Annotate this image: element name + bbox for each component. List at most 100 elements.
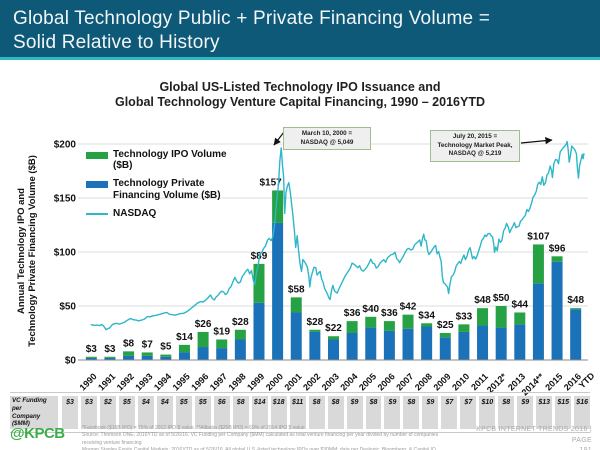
footnote-line1: *Facebook ($16B IPO) = 75% of 2012 IPO $… [82, 425, 305, 431]
bar-total-label-2013: $44 [511, 299, 528, 310]
vc-funding-cell-11: $18 [270, 396, 287, 429]
bar-ipo-2011 [477, 308, 489, 326]
x-tick-2003: 2003 [320, 371, 341, 392]
bar-ipo-1991 [104, 356, 116, 358]
vc-funding-row-label: VC Funding per Company ($MM) [10, 396, 58, 429]
vc-funding-cell-1: $3 [80, 396, 97, 429]
x-tick-1990: 1990 [77, 371, 98, 392]
bar-total-label-2002: $28 [307, 317, 324, 328]
bar-private-2012* [495, 327, 507, 360]
bar-ipo-2010 [458, 324, 470, 332]
bar-private-2009 [439, 337, 451, 360]
vc-funding-cell-20: $7 [441, 396, 458, 429]
legend-label-nasdaq: NASDAQ [113, 207, 157, 219]
nasdaq-line [90, 140, 585, 331]
y-axis-title-line1: Annual Technology IPO and [16, 188, 27, 314]
footnotes: *Facebook ($16B IPO) = 75% of 2012 IPO $… [82, 425, 454, 450]
bar-total-label-1993: $7 [142, 339, 154, 350]
bar-private-1990 [85, 357, 97, 360]
slide-footer: @KPCB *Facebook ($16B IPO) = 75% of 2012… [10, 425, 592, 450]
vc-funding-cell-15: $9 [346, 396, 363, 429]
vc-funding-cell-23: $8 [498, 396, 515, 429]
bar-private-2008 [421, 326, 433, 360]
bar-total-label-1998: $28 [232, 317, 249, 328]
bar-private-2002 [309, 331, 321, 360]
bar-private-1996 [197, 347, 209, 360]
bar-total-label-2008: $34 [418, 310, 435, 321]
vc-funding-cell-27: $16 [574, 396, 591, 429]
bar-total-label-2005: $40 [362, 304, 379, 315]
slide-title-line1: Global Technology Public + Private Finan… [13, 8, 491, 29]
bar-ipo-2005 [365, 316, 377, 328]
x-tick-1991: 1991 [96, 371, 117, 392]
bar-ipo-2007 [402, 314, 414, 329]
vc-funding-cell-6: $5 [175, 396, 192, 429]
annotation-2015-peak: July 20, 2015 = Technology Market Peak, … [430, 130, 520, 162]
annotation-arrow-2000 [273, 131, 285, 146]
bar-ipo-1995 [178, 344, 190, 353]
chart-title-line1: Global US-Listed Technology IPO Issuance… [159, 80, 441, 94]
bar-ipo-2012* [495, 306, 507, 328]
bar-ipo-2006 [383, 321, 395, 331]
bar-total-label-2001: $58 [288, 284, 305, 295]
vc-funding-cell-13: $8 [308, 396, 325, 429]
bar-ipo-1993 [141, 352, 153, 356]
bar-total-label-1997: $19 [213, 326, 230, 337]
bar-ipo-2014** [532, 244, 544, 284]
annotation-2000-peak: March 10, 2000 = NASDAQ @ 5,049 [283, 127, 371, 150]
vc-funding-cell-4: $4 [137, 396, 154, 429]
bar-total-label-2012*: $50 [493, 293, 510, 304]
x-tick-2015: 2015 [543, 371, 564, 392]
vc-funding-cell-9: $8 [232, 396, 249, 429]
bar-total-label-2011: $48 [474, 295, 491, 306]
bar-total-label-1996: $26 [195, 319, 212, 330]
vc-funding-cell-10: $14 [251, 396, 268, 429]
vc-funding-cell-5: $4 [156, 396, 173, 429]
vc-funding-cell-16: $8 [365, 396, 382, 429]
x-tick-2001: 2001 [282, 371, 303, 392]
bar-ipo-2015 [551, 256, 563, 262]
green-bar-swatch-icon [86, 152, 108, 159]
x-tick-2002: 2002 [301, 371, 322, 392]
annotation-2015-line1: July 20, 2015 = [452, 133, 498, 140]
bar-total-label-2010: $33 [456, 311, 473, 322]
x-tick-2000: 2000 [264, 371, 285, 392]
footnote-line2: Source: Thomson ONE, 2016YTD as of 5/26/… [82, 432, 439, 446]
legend-label-private: Technology Private Financing Volume ($B) [113, 178, 221, 201]
bar-ipo-2001 [290, 297, 302, 313]
vc-funding-cell-0: $3 [62, 396, 78, 429]
vc-funding-cell-25: $13 [536, 396, 553, 429]
bar-private-1993 [141, 355, 153, 360]
bar-ipo-2000 [272, 190, 284, 223]
vc-funding-cell-19: $9 [422, 396, 439, 429]
vc-funding-cell-3: $5 [118, 396, 135, 429]
bar-private-2000 [272, 222, 284, 360]
x-tick-1993: 1993 [133, 371, 154, 392]
x-tick-1999: 1999 [245, 371, 266, 392]
x-tick-2008: 2008 [413, 371, 434, 392]
bar-ipo-1996 [197, 331, 209, 348]
vc-funding-row-label-line2: Company ($MM) [12, 412, 41, 428]
bar-total-label-2000: $157 [259, 177, 282, 188]
bar-private-2004 [346, 333, 358, 360]
y-axis-title-line2: Technology Private Financing Volume ($B) [27, 155, 39, 347]
slide-header: Global Technology Public + Private Finan… [0, 0, 600, 60]
vc-funding-cell-26: $15 [555, 396, 572, 429]
legend-item-ipo: Technology IPO Volume ($B) [86, 149, 247, 171]
vc-funding-cell-24: $9 [517, 396, 534, 429]
bar-private-2005 [365, 327, 377, 360]
annotation-2015-line3: NASDAQ @ 5,219 [448, 150, 502, 157]
bar-total-label-1994: $5 [160, 342, 172, 353]
footnote-line3: Morgan Stanley Equity Capital Markets, 2… [82, 446, 438, 450]
page-number: 191 [454, 446, 592, 450]
bar-private-2016 YTD [570, 309, 582, 360]
bar-total-label-2014**: $107 [527, 231, 550, 242]
bar-total-label-2003: $22 [325, 323, 342, 334]
bar-total-label-2009: $25 [437, 320, 454, 331]
bar-ipo-1992 [123, 351, 135, 356]
bar-private-1995 [178, 352, 190, 360]
bar-total-label-1991: $3 [104, 344, 116, 355]
x-tick-2007: 2007 [394, 371, 415, 392]
x-tick-2006: 2006 [376, 371, 397, 392]
bar-ipo-2008 [421, 323, 433, 327]
